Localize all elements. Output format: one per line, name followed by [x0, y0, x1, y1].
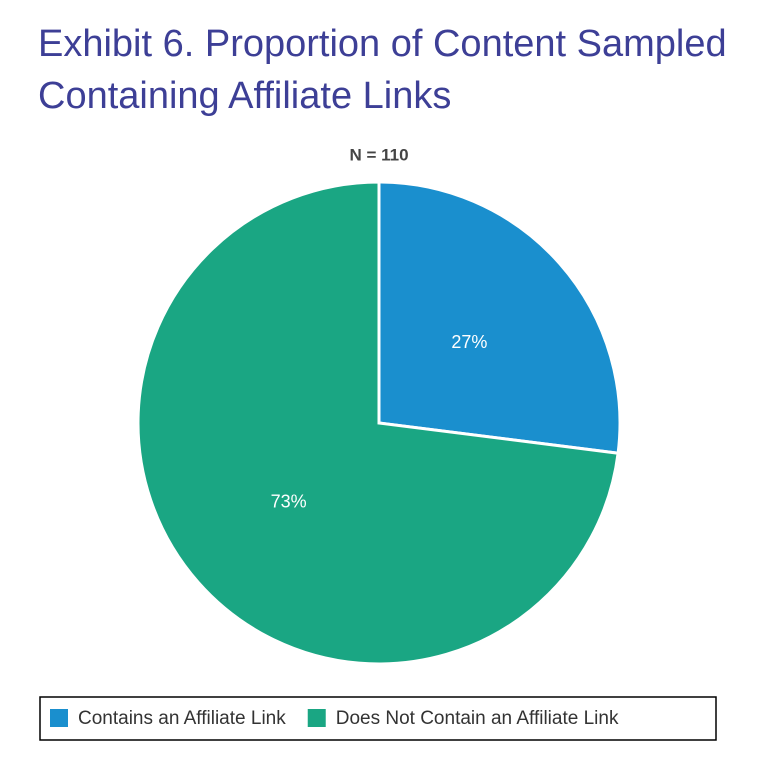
legend-swatch — [50, 709, 68, 727]
pie-slice — [377, 180, 622, 455]
chart-subtitle: N = 110 — [349, 145, 408, 164]
chart-title: Exhibit 6. Proportion of Content Sampled… — [38, 23, 727, 117]
legend-label: Does Not Contain an Affiliate Link — [336, 708, 619, 729]
data-label: 27% — [451, 332, 487, 352]
data-label: 73% — [271, 491, 307, 511]
legend-swatch — [307, 709, 326, 727]
pie-slice — [136, 180, 620, 666]
legend-box — [39, 696, 717, 741]
legend-label: Contains an Affiliate Link — [78, 708, 286, 729]
